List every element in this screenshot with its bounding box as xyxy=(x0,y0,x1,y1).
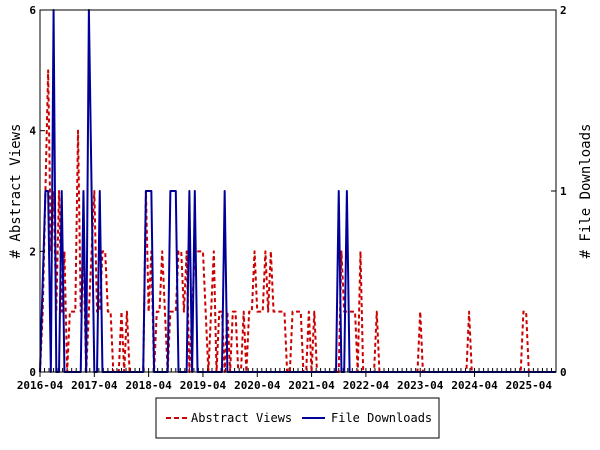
legend-box xyxy=(155,397,440,439)
y-left-tick-label: 0 xyxy=(29,366,36,379)
x-tick-label: 2020-04 xyxy=(234,379,281,392)
x-axis: 2016-04 2017-04 2018-04 2019-04 2020-04 2021-… xyxy=(17,372,553,392)
y-right-tick-label: 2 xyxy=(560,4,567,17)
y-left-tick-label: 4 xyxy=(29,125,36,138)
y-right-tick-label: 1 xyxy=(560,185,567,198)
x-tick-label: 2018-04 xyxy=(125,379,172,392)
y-left-axis: 0 2 4 6 xyxy=(29,4,45,379)
plot-background xyxy=(40,10,556,372)
series-line-abstract-views xyxy=(39,69,556,373)
y-right-axis: 0 1 2 xyxy=(551,4,567,379)
x-tick-label: 2023-04 xyxy=(397,379,444,392)
y-right-axis-title: # File Downloads xyxy=(578,124,594,259)
y-left-axis-title: # Abstract Views xyxy=(8,124,24,259)
x-tick-label: 2016-04 xyxy=(17,379,64,392)
x-tick-label: 2024-04 xyxy=(451,379,498,392)
y-right-tick-label: 0 xyxy=(560,366,567,379)
x-tick-label: 2019-04 xyxy=(180,379,227,392)
x-tick-label: 2025-04 xyxy=(506,379,553,392)
legend-label-file-downloads: File Downloads xyxy=(331,411,432,425)
x-tick-label: 2017-04 xyxy=(71,379,118,392)
x-tick-label: 2022-04 xyxy=(343,379,390,392)
legend: Abstract Views File Downloads xyxy=(155,397,440,439)
x-tick-label: 2021-04 xyxy=(288,379,335,392)
y-left-tick-label: 2 xyxy=(29,245,36,258)
legend-label-abstract-views: Abstract Views xyxy=(191,411,292,425)
y-left-tick-label: 6 xyxy=(29,4,36,17)
